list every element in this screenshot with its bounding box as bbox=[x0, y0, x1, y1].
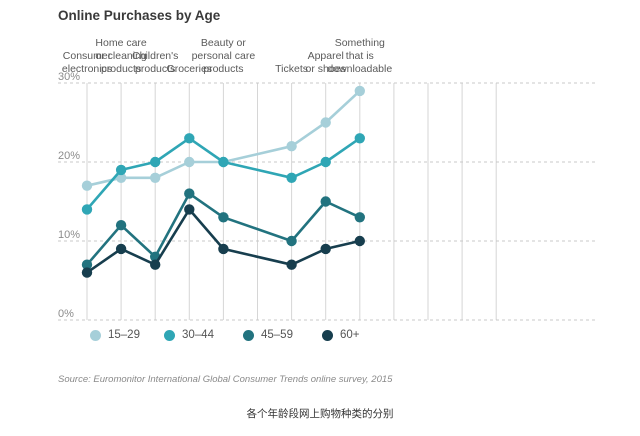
legend-swatch bbox=[164, 329, 175, 341]
legend-swatch bbox=[90, 329, 101, 341]
data-point bbox=[286, 235, 297, 247]
source-note: Source: Euromonitor International Global… bbox=[58, 374, 393, 385]
data-point bbox=[184, 156, 195, 168]
x-category-label: products bbox=[101, 63, 141, 75]
data-point bbox=[354, 212, 365, 223]
legend-label: 45–59 bbox=[261, 329, 293, 341]
data-point bbox=[150, 172, 161, 183]
data-point bbox=[184, 204, 195, 215]
x-category-label: products bbox=[135, 63, 175, 75]
data-point bbox=[115, 164, 127, 176]
data-point bbox=[320, 196, 331, 207]
data-point bbox=[218, 243, 229, 255]
x-category-label: Home care bbox=[95, 37, 147, 49]
data-point bbox=[320, 243, 331, 255]
series-line bbox=[86, 89, 361, 187]
legend-item: 45–59 bbox=[243, 327, 293, 343]
data-point bbox=[115, 172, 127, 183]
data-point bbox=[218, 212, 229, 223]
y-tick-label: 30% bbox=[58, 71, 80, 83]
data-point bbox=[320, 156, 331, 168]
x-category-label: that is bbox=[346, 50, 374, 62]
legend-swatch bbox=[243, 329, 254, 341]
x-category-label: or shoes bbox=[306, 63, 346, 75]
data-point bbox=[354, 133, 365, 144]
data-point bbox=[184, 188, 195, 199]
data-point bbox=[184, 133, 195, 144]
x-category-label: or cleaning bbox=[95, 50, 147, 62]
legend-swatch bbox=[322, 329, 333, 341]
x-category-label: Groceries bbox=[167, 63, 213, 75]
caption: 各个年龄段网上购物种类的分别 bbox=[246, 408, 394, 420]
data-point bbox=[286, 141, 297, 152]
data-point bbox=[354, 235, 365, 247]
data-point bbox=[354, 85, 365, 97]
series-line bbox=[86, 208, 361, 274]
data-point bbox=[115, 220, 127, 231]
x-category-label: Consumer bbox=[63, 50, 112, 62]
series-line bbox=[86, 192, 361, 266]
legend-item: 60+ bbox=[322, 327, 360, 343]
data-point bbox=[286, 259, 297, 270]
x-category-label: products bbox=[203, 63, 243, 75]
x-category-label: Something bbox=[335, 37, 385, 49]
data-point bbox=[286, 172, 297, 183]
data-point bbox=[81, 267, 93, 278]
legend-label: 60+ bbox=[340, 329, 360, 341]
series-line bbox=[86, 137, 361, 211]
data-point bbox=[81, 204, 93, 215]
data-point bbox=[218, 156, 229, 168]
data-point bbox=[81, 180, 93, 191]
y-tick-label: 10% bbox=[58, 229, 80, 241]
data-point bbox=[320, 117, 331, 128]
data-point bbox=[150, 259, 161, 270]
legend-item: 15–29 bbox=[90, 327, 140, 343]
x-category-label: personal care bbox=[192, 50, 256, 62]
y-tick-label: 20% bbox=[58, 150, 80, 162]
x-category-label: Tickets bbox=[275, 63, 308, 75]
data-point bbox=[150, 156, 161, 168]
x-category-label: downloadable bbox=[327, 63, 392, 75]
data-point bbox=[115, 243, 127, 255]
data-point bbox=[81, 259, 93, 270]
legend-item: 30–44 bbox=[164, 327, 214, 343]
x-category-label: Beauty or bbox=[201, 37, 246, 49]
chart-title: Online Purchases by Age bbox=[58, 8, 221, 23]
legend-label: 30–44 bbox=[182, 329, 214, 341]
x-category-label: Children's bbox=[132, 50, 178, 62]
x-category-label: Apparel bbox=[308, 50, 344, 62]
legend-label: 15–29 bbox=[108, 329, 140, 341]
y-tick-label: 0% bbox=[58, 308, 74, 320]
x-category-label: electronics bbox=[62, 63, 112, 75]
